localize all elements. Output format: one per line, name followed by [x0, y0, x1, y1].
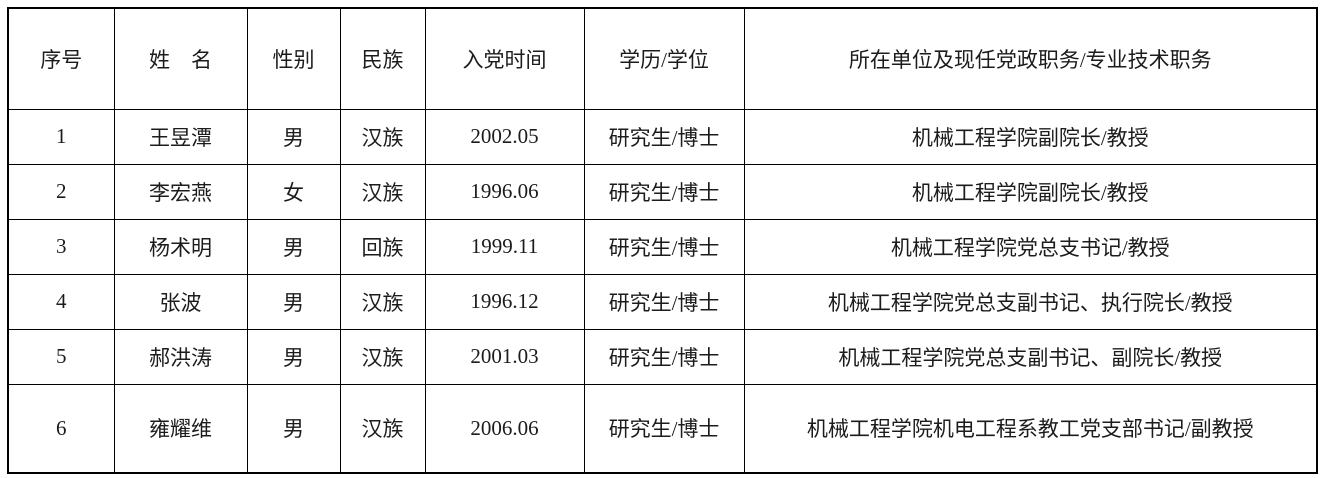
cell-seq: 5 [7, 328, 115, 385]
table-header-row: 序号 姓 名 性别 民族 入党时间 学历/学位 所在单位及现任党政职务/专业技术… [7, 7, 1318, 110]
cell-gender: 男 [246, 328, 341, 385]
table-row: 3 杨术明 男 回族 1999.11 研究生/博士 机械工程学院党总支书记/教授 [7, 218, 1318, 275]
cell-gender: 男 [246, 218, 341, 275]
header-ethnicity: 民族 [339, 7, 426, 110]
cell-education: 研究生/博士 [583, 273, 745, 330]
header-gender: 性别 [246, 7, 341, 110]
cell-join-date: 2001.03 [424, 328, 585, 385]
cell-seq: 4 [7, 273, 115, 330]
cell-seq: 1 [7, 108, 115, 165]
header-join-date: 入党时间 [424, 7, 585, 110]
cell-gender: 男 [246, 383, 341, 474]
cell-gender: 男 [246, 273, 341, 330]
cell-education: 研究生/博士 [583, 218, 745, 275]
cell-ethnicity: 汉族 [339, 328, 426, 385]
cell-join-date: 1996.12 [424, 273, 585, 330]
header-position: 所在单位及现任党政职务/专业技术职务 [743, 7, 1318, 110]
cell-gender: 男 [246, 108, 341, 165]
cell-position: 机械工程学院副院长/教授 [743, 163, 1318, 220]
cell-name: 李宏燕 [113, 163, 248, 220]
cell-join-date: 2002.05 [424, 108, 585, 165]
header-name: 姓 名 [113, 7, 248, 110]
cell-position: 机械工程学院党总支副书记、执行院长/教授 [743, 273, 1318, 330]
cell-ethnicity: 汉族 [339, 163, 426, 220]
cell-join-date: 1996.06 [424, 163, 585, 220]
cell-ethnicity: 汉族 [339, 383, 426, 474]
header-education: 学历/学位 [583, 7, 745, 110]
cell-position: 机械工程学院党总支副书记、副院长/教授 [743, 328, 1318, 385]
cell-position: 机械工程学院党总支书记/教授 [743, 218, 1318, 275]
table-row: 6 雍耀维 男 汉族 2006.06 研究生/博士 机械工程学院机电工程系教工党… [7, 383, 1318, 474]
cell-ethnicity: 汉族 [339, 273, 426, 330]
cell-position: 机械工程学院副院长/教授 [743, 108, 1318, 165]
cell-seq: 6 [7, 383, 115, 474]
cell-education: 研究生/博士 [583, 328, 745, 385]
cell-gender: 女 [246, 163, 341, 220]
cell-seq: 2 [7, 163, 115, 220]
cell-education: 研究生/博士 [583, 383, 745, 474]
cell-ethnicity: 回族 [339, 218, 426, 275]
cell-education: 研究生/博士 [583, 108, 745, 165]
header-seq: 序号 [7, 7, 115, 110]
cell-name: 雍耀维 [113, 383, 248, 474]
cell-position: 机械工程学院机电工程系教工党支部书记/副教授 [743, 383, 1318, 474]
table-row: 1 王昱潭 男 汉族 2002.05 研究生/博士 机械工程学院副院长/教授 [7, 108, 1318, 165]
cell-name: 郝洪涛 [113, 328, 248, 385]
cell-join-date: 2006.06 [424, 383, 585, 474]
cell-ethnicity: 汉族 [339, 108, 426, 165]
cell-name: 王昱潭 [113, 108, 248, 165]
cell-education: 研究生/博士 [583, 163, 745, 220]
cell-name: 张波 [113, 273, 248, 330]
cell-seq: 3 [7, 218, 115, 275]
table-row: 4 张波 男 汉族 1996.12 研究生/博士 机械工程学院党总支副书记、执行… [7, 273, 1318, 330]
cell-join-date: 1999.11 [424, 218, 585, 275]
table-row: 2 李宏燕 女 汉族 1996.06 研究生/博士 机械工程学院副院长/教授 [7, 163, 1318, 220]
cell-name: 杨术明 [113, 218, 248, 275]
table-row: 5 郝洪涛 男 汉族 2001.03 研究生/博士 机械工程学院党总支副书记、副… [7, 328, 1318, 385]
party-member-roster-table: 序号 姓 名 性别 民族 入党时间 学历/学位 所在单位及现任党政职务/专业技术… [7, 7, 1318, 474]
